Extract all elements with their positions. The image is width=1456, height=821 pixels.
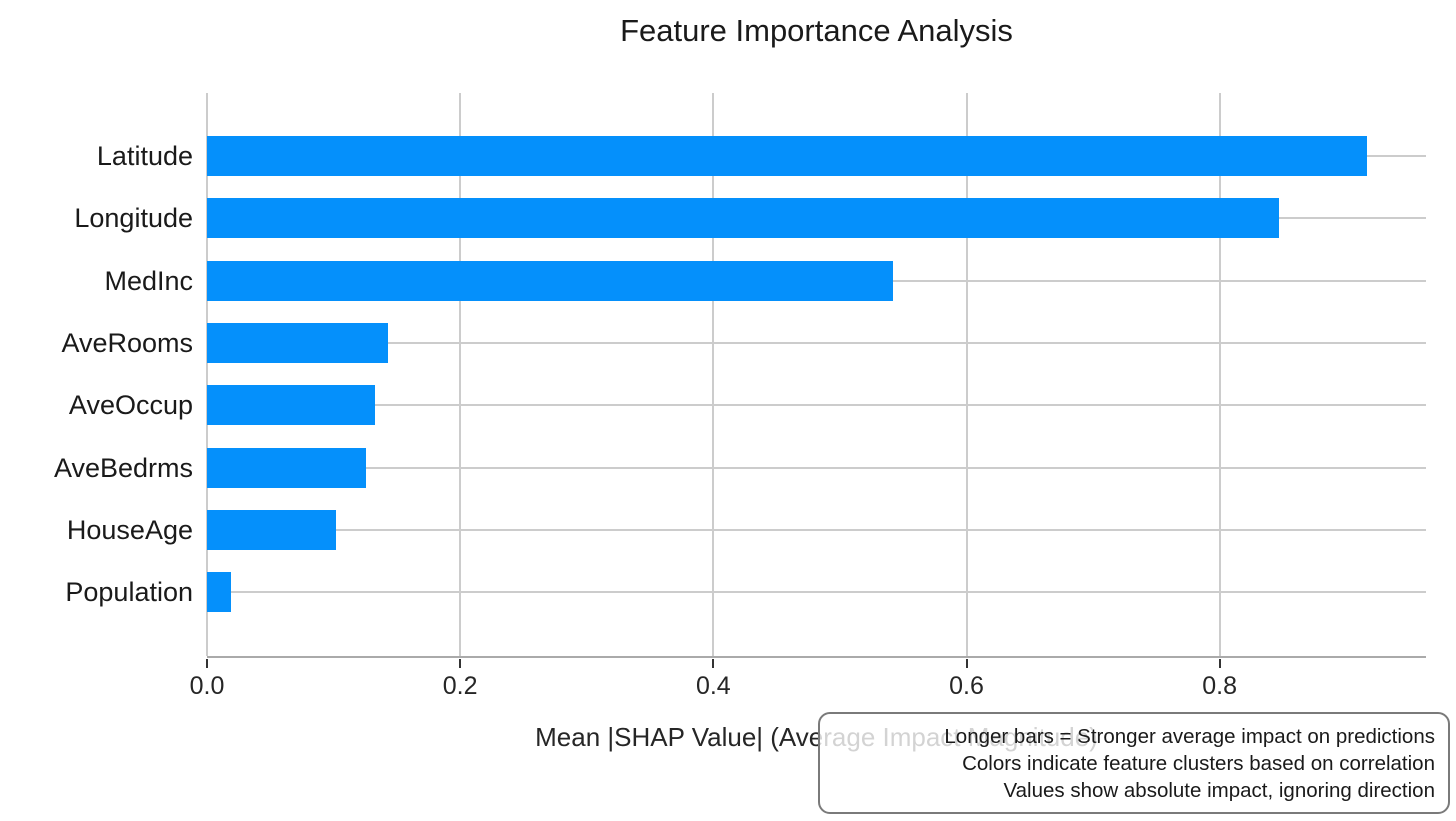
bar-population	[207, 572, 232, 613]
bar-houseage	[207, 509, 337, 550]
annotation-line: Values show absolute impact, ignoring di…	[1003, 779, 1435, 802]
v-gridline	[206, 93, 208, 656]
bar-aveoccup	[207, 385, 376, 426]
x-tick-mark	[459, 659, 462, 668]
x-tick-mark	[965, 659, 968, 668]
bar-medinc	[207, 260, 894, 301]
x-tick-label: 0.8	[1202, 672, 1238, 700]
y-tick-label: Population	[65, 577, 193, 608]
v-gridline	[1218, 93, 1221, 656]
y-tick-label: AveRooms	[61, 327, 193, 358]
h-gridline	[207, 528, 1426, 531]
bar-latitude	[207, 136, 1367, 176]
x-tick-label: 0.2	[442, 672, 478, 700]
v-gridline	[965, 93, 968, 656]
x-tick-label: 0.0	[189, 672, 225, 700]
v-gridline	[459, 93, 462, 656]
chart-title: Feature Importance Analysis	[620, 13, 1013, 48]
x-tick-label: 0.6	[949, 672, 984, 700]
x-axis-line	[207, 656, 1426, 658]
annotation-box: Longer bars = Stronger average impact on…	[818, 712, 1450, 814]
plot-area: 0.0 0.2 0.4 0.6 0.8 Latitude Longitude MedInc Av…	[54, 93, 1426, 700]
bar-avebedrms	[207, 447, 367, 488]
annotation-line: Longer bars = Stronger average impact on…	[944, 725, 1435, 748]
y-tick-label: AveBedrms	[53, 452, 193, 483]
h-gridline	[207, 466, 1426, 469]
h-gridline	[207, 591, 1426, 594]
x-tick-mark	[712, 659, 715, 668]
h-gridline	[207, 404, 1426, 407]
y-tick-label: HouseAge	[66, 514, 193, 545]
y-tick-label: Latitude	[96, 141, 193, 171]
h-gridline	[207, 341, 1426, 344]
y-tick-label: Longitude	[74, 203, 193, 234]
bar-longitude	[207, 198, 1280, 239]
x-tick-label: 0.4	[695, 672, 731, 700]
bar-averooms	[207, 322, 388, 363]
y-tick-label: AveOccup	[68, 390, 193, 421]
v-gridline	[712, 93, 715, 656]
y-tick-label: MedInc	[104, 265, 193, 296]
annotation-line: Colors indicate feature clusters based o…	[962, 752, 1435, 775]
x-tick-mark	[206, 659, 208, 668]
x-tick-mark	[1218, 659, 1221, 668]
